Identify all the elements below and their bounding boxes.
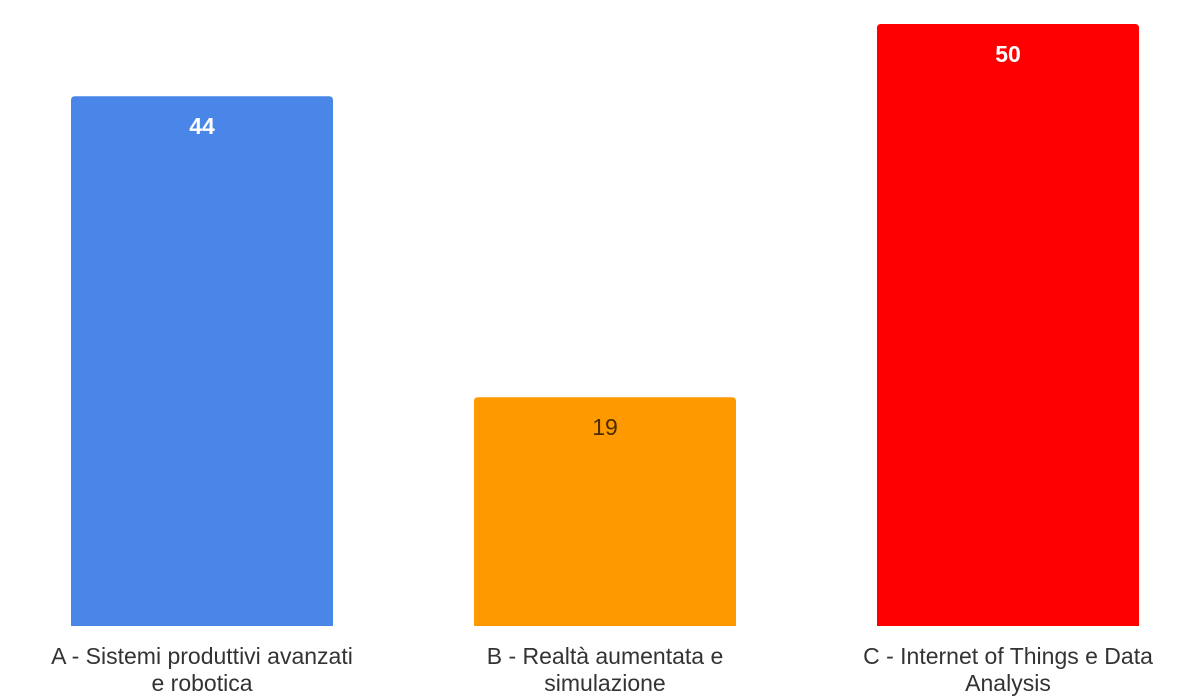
bar-c[interactable]	[877, 24, 1139, 626]
value-label-b: 19	[592, 414, 618, 440]
category-label-c: C - Internet of Things e Data Analysis	[863, 643, 1153, 696]
bar-b[interactable]	[474, 397, 736, 626]
bar-a[interactable]	[71, 96, 333, 627]
category-label-a: A - Sistemi produttivi avanzati e robotic…	[51, 643, 353, 696]
value-label-a: 44	[189, 113, 215, 139]
category-label-b: B - Realtà aumentata e simulazione	[487, 643, 724, 696]
value-labels-group: 44 19 50	[189, 41, 1021, 440]
bars-group	[71, 24, 1139, 627]
category-labels-group: A - Sistemi produttivi avanzati e robotic…	[51, 643, 1153, 696]
value-label-c: 50	[995, 41, 1021, 67]
